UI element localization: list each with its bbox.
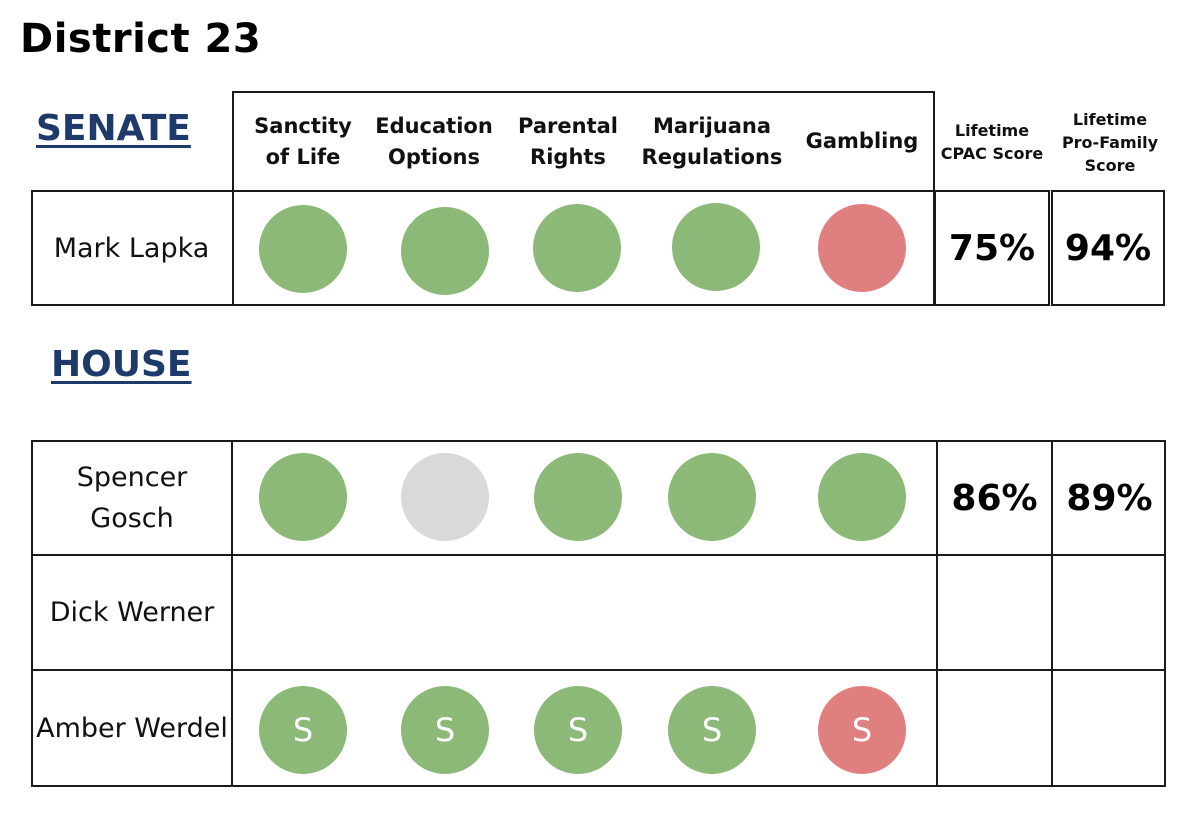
vote-dot-marijuana-regulations (672, 203, 760, 291)
vote-dot-gambling (818, 453, 906, 541)
vote-dot-gambling (818, 204, 906, 292)
member-name: Spencer Gosch (76, 462, 188, 534)
vote-dot-sanctity-of-life (259, 453, 347, 541)
member-name: Amber Werdel (36, 712, 228, 744)
column-header-cpac-score: Lifetime CPAC Score (940, 121, 1044, 163)
cpac-score: 86% (951, 477, 1038, 519)
pro-family-score: 94% (1051, 190, 1165, 306)
column-header-sanctity-of-life: Sanctity of Life (254, 113, 352, 169)
column-header-marijuana-regulations: Marijuana Regulations (641, 113, 783, 169)
cpac-score (938, 556, 1051, 669)
row-divider (232, 190, 935, 306)
house-table (31, 440, 1166, 787)
column-divider (1051, 440, 1053, 787)
row-divider (31, 669, 1166, 671)
column-header-education-options: Education Options (375, 113, 493, 169)
house-heading: HOUSE (51, 344, 192, 385)
page-title: District 23 (20, 16, 262, 62)
column-divider (936, 440, 938, 787)
pro-family-score (1053, 671, 1166, 785)
vote-dot-parental-rights (533, 204, 621, 292)
column-header-gambling: Gambling (805, 129, 919, 153)
pro-family-score (1053, 556, 1166, 669)
vote-dot-sanctity-of-life (259, 205, 347, 293)
vote-dot-gambling: S (818, 686, 906, 774)
member-name: Mark Lapka (53, 232, 210, 264)
vote-dot-marijuana-regulations (668, 453, 756, 541)
member-name: Dick Werner (49, 597, 215, 628)
row-divider (31, 554, 1166, 556)
vote-dot-marijuana-regulations: S (668, 686, 756, 774)
cpac-score: 75% (934, 190, 1050, 306)
column-divider (231, 440, 233, 787)
pro-family-score: 89% (1066, 477, 1153, 519)
vote-dot-parental-rights: S (534, 686, 622, 774)
vote-dot-sanctity-of-life: S (259, 686, 347, 774)
vote-dot-education-options (401, 453, 489, 541)
column-header-pro-family-score: Lifetime Pro-Family Score (1061, 109, 1159, 175)
column-header-parental-rights: Parental Rights (518, 113, 618, 169)
vote-dot-parental-rights (534, 453, 622, 541)
cpac-score (938, 671, 1051, 785)
vote-dot-education-options: S (401, 686, 489, 774)
vote-dot-education-options (401, 207, 489, 295)
senate-heading: SENATE (36, 108, 191, 149)
